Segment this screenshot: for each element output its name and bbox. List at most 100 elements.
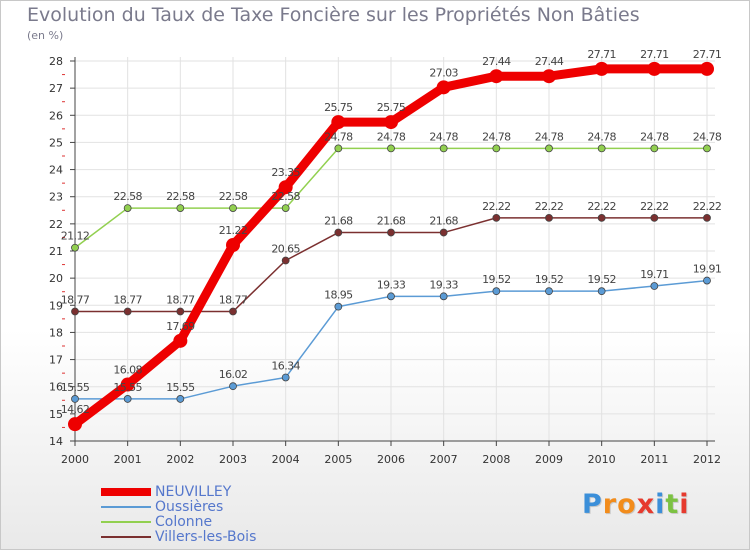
data-point [647,61,662,76]
data-label: 19.33 [377,278,406,291]
data-point [229,204,237,213]
data-label: 24.78 [324,130,353,143]
chart-title: Evolution du Taux de Taxe Foncière sur l… [27,4,640,26]
data-label: 16.02 [219,368,248,381]
data-label: 16.08 [113,364,142,377]
data-label: 27.71 [693,48,722,61]
x-tick-label: 2007 [430,453,458,466]
legend-swatch [101,506,151,508]
proxiti-logo: Proxiti [582,489,690,520]
legend-swatch [101,521,151,523]
y-tick-label: 21 [49,245,63,258]
legend-label: Oussières [155,499,224,515]
data-label: 21.22 [219,224,248,237]
y-tick-label: 26 [49,109,63,122]
data-label: 25.75 [324,101,353,114]
data-label: 19.71 [640,268,669,281]
legend-label: NEUVILLEY [155,484,232,500]
data-point [387,144,395,153]
data-point [384,115,398,130]
data-point [176,204,185,213]
data-point [176,395,185,403]
x-tick-label: 2009 [535,453,563,466]
legend-label: Colonne [155,514,213,530]
data-point [594,61,609,76]
data-point [703,276,711,285]
data-label: 19.33 [429,278,458,291]
x-tick-label: 2003 [219,453,247,466]
data-label: 22.58 [113,190,142,203]
data-label: 18.77 [219,294,248,307]
series-colonne [71,144,711,252]
data-point [334,144,343,153]
data-point [331,115,346,130]
x-tick-label: 2000 [61,453,89,466]
x-tick-label: 2011 [640,453,668,466]
data-point [703,144,711,153]
data-point [229,307,237,316]
data-label: 18.77 [166,294,195,307]
y-tick-label: 16 [49,381,63,394]
data-label: 16.34 [271,359,300,372]
data-point [334,302,343,311]
series-oussi-res [71,276,711,403]
data-label: 22.22 [693,200,722,213]
data-point [278,180,293,195]
y-tick-label: 15 [49,408,63,421]
data-label: 22.58 [219,190,248,203]
data-point [542,69,556,84]
data-labels: 15.55 15.55 15.55 16.02 16.34 18.95 19.33 19.33… [61,48,723,416]
series-villers-les-bois [71,213,711,316]
data-label: 27.03 [429,66,458,79]
data-point [650,282,659,290]
data-point [492,287,501,296]
data-label: 19.52 [482,273,511,286]
data-label: 15.55 [166,381,195,394]
data-point [492,213,501,222]
data-label: 27.71 [587,48,616,61]
data-point [281,256,290,265]
y-tick-label: 18 [49,326,63,339]
data-point [334,228,343,237]
data-label: 24.78 [693,130,722,143]
data-point [229,382,237,391]
data-point [439,292,448,301]
y-tick-label: 27 [49,82,63,95]
x-tick-label: 2006 [377,453,405,466]
data-label: 14.62 [61,403,90,416]
data-label: 21.68 [429,215,458,228]
y-axis-unit: (en %) [27,29,64,42]
data-point [120,377,135,392]
data-point [281,373,290,382]
data-label: 18.77 [113,294,142,307]
y-tick-label: 14 [49,435,63,448]
data-label: 22.22 [640,200,669,213]
data-point [650,144,659,153]
x-tick-label: 2004 [272,453,300,466]
data-point [545,144,553,153]
x-tick-label: 2010 [588,453,616,466]
data-label: 19.52 [535,273,564,286]
data-point [387,292,395,301]
data-label: 19.91 [693,263,722,276]
data-label: 19.52 [587,273,616,286]
data-label: 25.75 [377,101,406,114]
data-point [123,395,132,403]
x-tick-label: 2002 [166,453,194,466]
data-point [176,307,185,316]
data-point [281,204,290,213]
data-point [226,238,240,253]
data-point [597,144,606,153]
data-label: 24.78 [640,130,669,143]
data-label: 24.78 [482,130,511,143]
data-point [597,287,606,296]
data-point [387,228,395,237]
data-point [123,204,132,213]
data-point [123,307,132,316]
x-tick-label: 2012 [693,453,721,466]
data-label: 27.44 [482,55,511,68]
y-tick-label: 25 [49,136,63,149]
legend-label: Villers-les-Bois [155,529,257,545]
data-label: 23.35 [271,166,300,179]
